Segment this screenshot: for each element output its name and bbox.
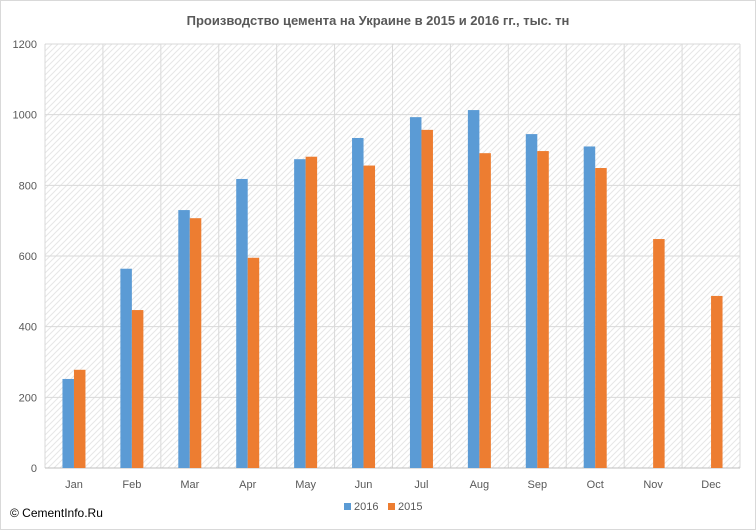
legend: 2016 2015 xyxy=(344,501,422,513)
chart-title: Производство цемента на Украине в 2015 и… xyxy=(187,13,570,28)
bar-2016-Jul xyxy=(409,117,422,468)
bar-2016-Apr xyxy=(236,178,248,468)
y-tick-label: 600 xyxy=(19,251,37,263)
x-tick-label: Jul xyxy=(414,479,428,491)
legend-swatch-2016 xyxy=(344,503,351,510)
x-tick-label: Sep xyxy=(528,479,548,491)
y-tick-label: 0 xyxy=(31,463,37,475)
bar-2015-Dec xyxy=(711,295,723,468)
x-tick-label: Jun xyxy=(355,479,373,491)
x-tick-label: May xyxy=(295,479,316,491)
x-tick-label: Jan xyxy=(65,479,83,491)
bar-2016-Oct xyxy=(583,146,596,468)
x-tick-label: Mar xyxy=(180,479,199,491)
y-tick-label: 1200 xyxy=(13,39,37,51)
bar-2015-May xyxy=(305,156,318,469)
x-tick-label: Aug xyxy=(470,479,490,491)
bar-2015-Mar xyxy=(189,218,202,468)
bar-2016-Jun xyxy=(352,137,364,468)
bar-2016-May xyxy=(294,159,306,469)
bar-2016-Jan xyxy=(62,378,74,468)
y-axis-ticks: 0 200 400 600 800 1000 1200 xyxy=(13,39,37,475)
bar-2015-Jan xyxy=(73,369,86,468)
bars xyxy=(62,110,723,469)
x-tick-label: Apr xyxy=(239,479,256,491)
bar-2015-Apr xyxy=(247,257,260,468)
y-tick-label: 400 xyxy=(19,322,37,334)
y-tick-label: 1000 xyxy=(13,110,37,122)
watermark-text: © CementInfo.Ru xyxy=(10,506,103,520)
legend-label-2015: 2015 xyxy=(398,501,422,513)
bar-2015-Aug xyxy=(479,153,491,468)
bar-2015-Jun xyxy=(363,165,376,468)
bar-2015-Feb xyxy=(131,310,144,468)
bar-2016-Sep xyxy=(525,134,538,468)
x-axis-ticks: Jan Feb Mar Apr May Jun Jul Aug Sep Oct Nov Dec xyxy=(65,479,721,491)
y-tick-label: 200 xyxy=(19,392,37,404)
bar-2016-Aug xyxy=(467,110,480,468)
legend-label-2016: 2016 xyxy=(354,501,378,513)
legend-swatch-2015 xyxy=(388,503,395,510)
x-tick-label: Feb xyxy=(122,479,141,491)
x-tick-label: Dec xyxy=(701,479,721,491)
bar-2015-Oct xyxy=(595,168,607,468)
x-tick-label: Oct xyxy=(587,479,604,491)
bar-2015-Jul xyxy=(421,129,433,469)
bar-2015-Nov xyxy=(653,239,665,468)
bar-2016-Feb xyxy=(120,268,132,468)
gridlines xyxy=(44,43,741,469)
y-tick-label: 800 xyxy=(19,180,37,192)
bar-2016-Mar xyxy=(178,210,190,469)
x-tick-label: Nov xyxy=(643,479,663,491)
bar-2015-Sep xyxy=(537,151,549,468)
